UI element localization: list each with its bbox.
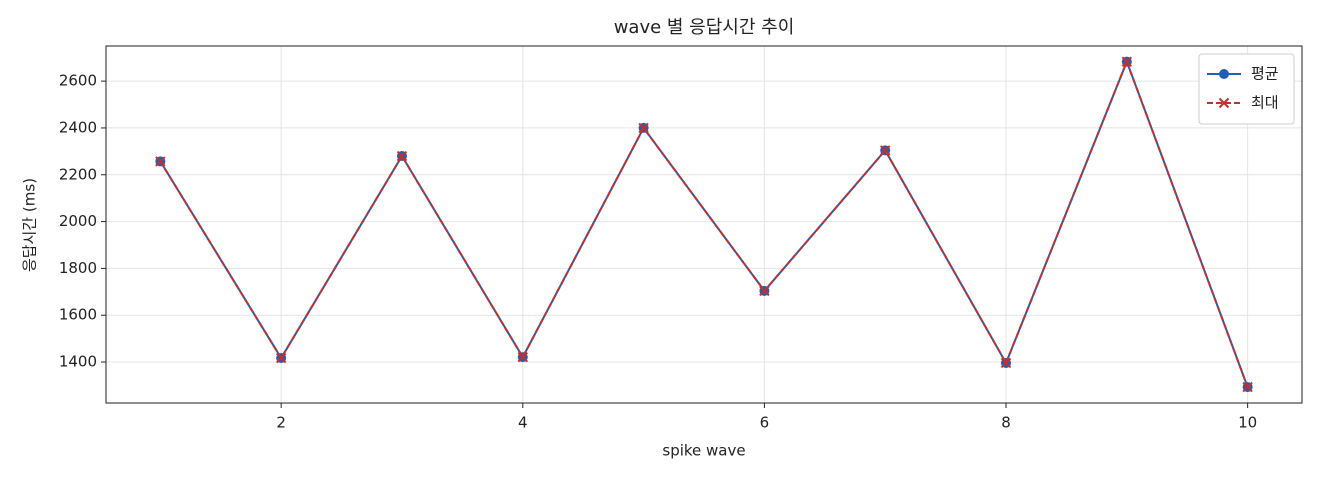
x-tick-label: 2 <box>276 414 286 432</box>
chart-title: wave 별 응답시간 추이 <box>614 17 795 38</box>
legend-label: 최대 <box>1251 94 1279 112</box>
legend-marker <box>1218 97 1230 109</box>
marker <box>759 285 770 297</box>
legend-marker <box>1219 69 1229 79</box>
marker <box>155 156 166 167</box>
marker <box>880 145 891 156</box>
y-tick-label: 2600 <box>59 72 97 90</box>
x-tick-label: 6 <box>760 414 770 432</box>
y-tick-label: 2200 <box>59 165 97 183</box>
y-tick-label: 1400 <box>59 353 97 371</box>
marker <box>1000 357 1012 369</box>
y-tick-label: 2400 <box>59 118 97 136</box>
marker <box>638 122 649 134</box>
marker <box>517 351 528 363</box>
legend-box <box>1198 53 1295 125</box>
series-line <box>159 58 1249 388</box>
x-tick-label: 4 <box>518 414 528 432</box>
marker <box>1242 381 1253 393</box>
marker <box>396 150 408 162</box>
marker <box>275 352 287 364</box>
marker <box>1121 56 1133 67</box>
y-tick-label: 1600 <box>59 306 97 324</box>
legend-label: 평균 <box>1251 65 1279 83</box>
x-axis-label: spike wave <box>662 442 745 460</box>
y-axis-label: 응답시간 (ms) <box>21 178 39 272</box>
y-tick-label: 1800 <box>59 259 97 277</box>
x-tick-label: 10 <box>1238 414 1257 432</box>
y-tick-label: 2000 <box>59 212 97 230</box>
x-tick-label: 8 <box>1001 414 1011 432</box>
plot-frame <box>105 45 1303 404</box>
